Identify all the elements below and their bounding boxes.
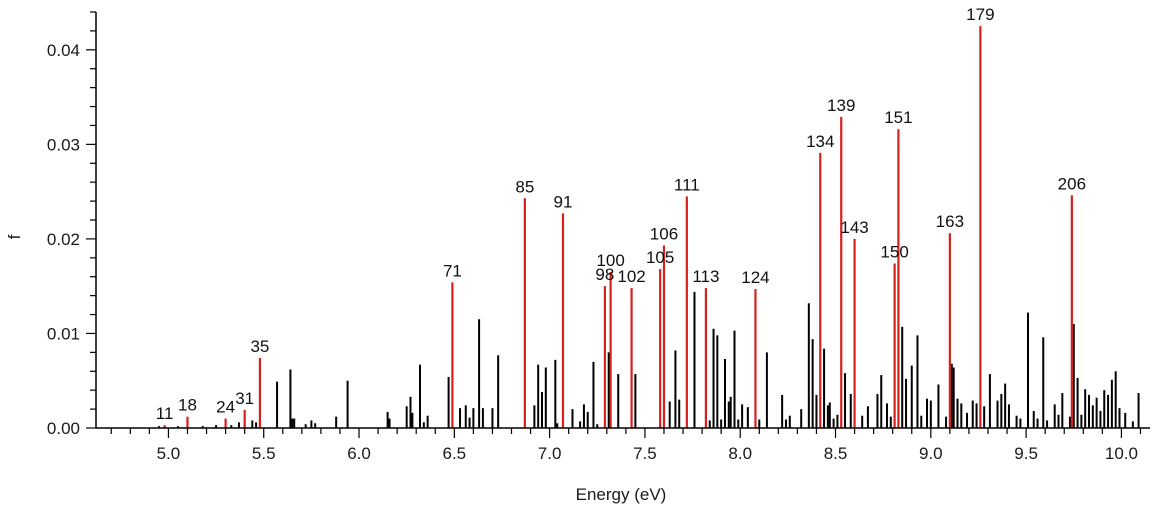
- peak-label-151: 151: [884, 108, 912, 127]
- y-tick-label: 0.02: [47, 230, 80, 249]
- x-axis-title: Energy (eV): [576, 485, 667, 504]
- peak-label-91: 91: [554, 192, 573, 211]
- x-tick-label: 5.5: [252, 444, 276, 463]
- y-tick-label: 0.01: [47, 324, 80, 343]
- x-tick-label: 8.0: [728, 444, 752, 463]
- peak-label-102: 102: [617, 267, 645, 286]
- peak-label-111: 111: [674, 175, 700, 194]
- x-axis: 5.0 5.5 6.0 6.5 7.0 7.5 8.0 8.5 9.0 9.5 10.0: [96, 427, 1150, 463]
- peak-label-106: 106: [650, 225, 678, 244]
- peak-label-206: 206: [1058, 174, 1086, 193]
- peak-label-179: 179: [966, 5, 994, 24]
- peak-label-143: 143: [840, 218, 868, 237]
- peak-label-85: 85: [515, 177, 534, 196]
- x-tick-label: 9.0: [919, 444, 943, 463]
- peak-label-11: 11: [156, 404, 174, 423]
- spectrum-lines: [157, 26, 1140, 428]
- y-axis-title: f: [5, 234, 24, 239]
- peak-label-35: 35: [250, 337, 269, 356]
- peak-label-139: 139: [827, 96, 855, 115]
- y-tick-label: 0.03: [47, 135, 80, 154]
- peak-label-18: 18: [178, 396, 197, 415]
- peak-label-71: 71: [443, 261, 462, 280]
- peak-label-124: 124: [741, 268, 769, 287]
- y-axis: 0.00 0.01 0.02 0.03 0.04: [47, 11, 97, 438]
- x-tick-label: 6.0: [347, 444, 371, 463]
- x-tick-label: 9.5: [1014, 444, 1038, 463]
- x-tick-label: 7.0: [538, 444, 562, 463]
- peak-label-24: 24: [216, 398, 235, 417]
- peak-label-113: 113: [692, 267, 719, 286]
- x-tick-label: 7.5: [633, 444, 657, 463]
- peak-label-31: 31: [235, 389, 254, 408]
- y-tick-label: 0.04: [47, 41, 80, 60]
- peak-label-134: 134: [806, 132, 834, 151]
- x-tick-label: 6.5: [443, 444, 467, 463]
- y-tick-label: 0.00: [47, 419, 80, 438]
- peak-label-98: 98: [595, 265, 614, 284]
- peak-label-150: 150: [880, 242, 908, 261]
- x-tick-label: 10.0: [1105, 444, 1138, 463]
- peak-label-100: 100: [596, 251, 624, 270]
- peak-label-105: 105: [646, 248, 674, 267]
- peak-label-163: 163: [936, 212, 964, 231]
- x-tick-label: 8.5: [824, 444, 848, 463]
- x-tick-label: 5.0: [157, 444, 181, 463]
